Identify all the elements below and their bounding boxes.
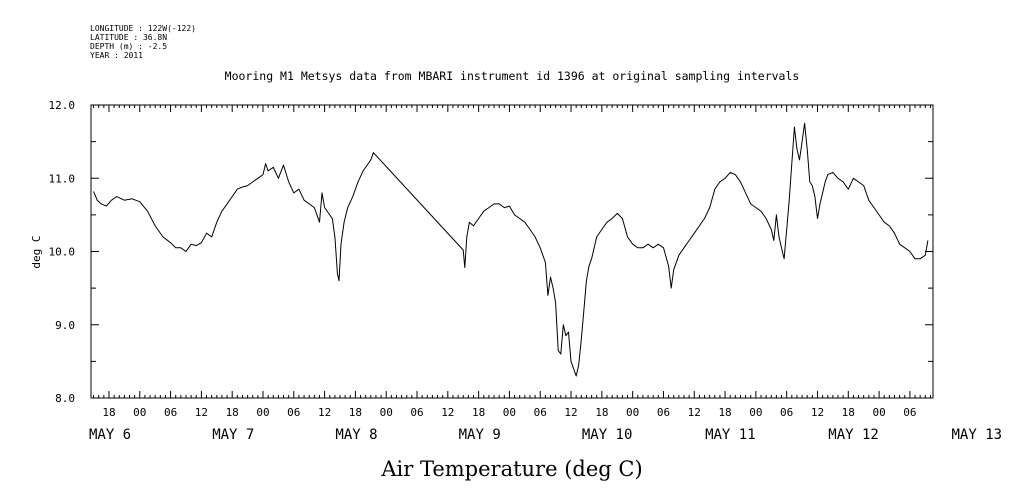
- chart-title: Mooring M1 Metsys data from MBARI instru…: [225, 69, 800, 83]
- y-tick-label: 12.0: [49, 99, 76, 112]
- x-hour-label: 00: [749, 406, 762, 419]
- plot-frame: [90, 104, 934, 399]
- depth-label: DEPTH (m) : -2.5: [90, 42, 167, 51]
- x-hour-label: 12: [688, 406, 701, 419]
- x-day-label: MAY 12: [828, 427, 879, 443]
- y-axis-label: deg C: [30, 235, 43, 268]
- y-tick-label: 10.0: [49, 246, 76, 259]
- x-hour-label: 18: [226, 406, 239, 419]
- x-day-label: MAY 7: [212, 427, 254, 443]
- x-hour-label: 06: [164, 406, 177, 419]
- x-hour-label: 06: [287, 406, 300, 419]
- x-hour-label: 12: [811, 406, 824, 419]
- x-hour-label: 06: [410, 406, 423, 419]
- x-day-label: MAY 11: [705, 427, 756, 443]
- x-hour-label: 06: [534, 406, 547, 419]
- x-hour-label: 00: [626, 406, 639, 419]
- x-day-label: MAY 10: [582, 427, 633, 443]
- y-tick-label: 9.0: [55, 319, 75, 332]
- latitude-label: LATITUDE : 36.8N: [90, 33, 167, 42]
- x-hour-label: 06: [657, 406, 670, 419]
- x-hour-label: 00: [256, 406, 269, 419]
- y-tick-label: 8.0: [55, 392, 75, 405]
- x-hour-label: 12: [195, 406, 208, 419]
- y-tick-label: 11.0: [49, 172, 76, 185]
- x-hour-label: 06: [903, 406, 916, 419]
- x-axis-label: Air Temperature (deg C): [380, 457, 642, 481]
- series-layer: [93, 122, 929, 377]
- x-hour-label: 12: [564, 406, 577, 419]
- x-day-label: MAY 9: [459, 427, 501, 443]
- x-hour-label: 00: [133, 406, 146, 419]
- series-line-0: [93, 122, 929, 377]
- x-hour-label: 06: [780, 406, 793, 419]
- x-hour-label: 18: [349, 406, 362, 419]
- x-day-label: MAY 8: [335, 427, 377, 443]
- x-day-label: MAY 6: [89, 427, 131, 443]
- x-hour-label: 18: [102, 406, 115, 419]
- x-hour-label: 18: [842, 406, 855, 419]
- x-hour-label: 12: [318, 406, 331, 419]
- longitude-label: LONGITUDE : 122W(-122): [90, 24, 196, 33]
- x-hour-label: 18: [595, 406, 608, 419]
- x-hour-label: 00: [503, 406, 516, 419]
- y-axis: 8.0 9.0 10.0 11.0 12.0: [49, 99, 933, 405]
- year-label: YEAR : 2011: [90, 51, 143, 60]
- x-hour-label: 00: [872, 406, 885, 419]
- x-hour-label: 18: [718, 406, 731, 419]
- x-day-label: MAY 13: [952, 427, 1003, 443]
- x-hour-label: 18: [472, 406, 485, 419]
- x-axis: 18 00 06 12 18 00 06 12 18 00 06 12 18 00 06 12 18 00 06 12…: [89, 105, 1002, 443]
- x-hour-label: 00: [380, 406, 393, 419]
- x-hour-label: 12: [441, 406, 454, 419]
